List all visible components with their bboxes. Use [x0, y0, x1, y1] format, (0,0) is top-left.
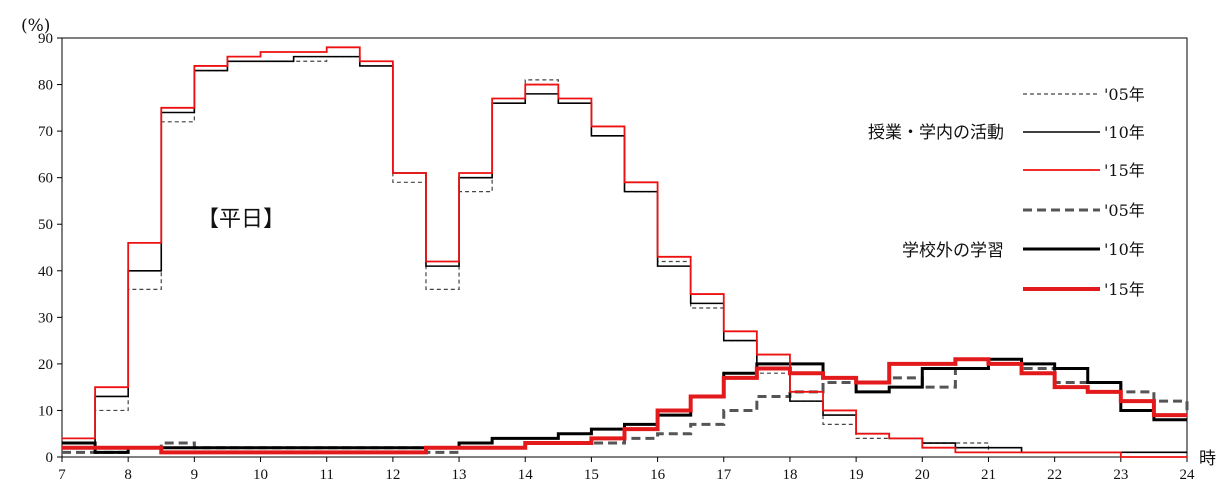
- y-unit-label: (%): [21, 16, 50, 36]
- x-tick-label: 21: [981, 467, 996, 483]
- legend-group-label-0: 授業・学内の活動: [868, 123, 1004, 143]
- x-tick-label: 15: [584, 467, 599, 483]
- annotation-label: 【平日】: [197, 207, 285, 232]
- y-axis-ticks: 0 10 20 30 40 50 60 70 80 90: [38, 31, 62, 466]
- x-axis-ticks: 7 8 9 10 11 12 13 14 15 16 17 18 19 20 21 22 23 24: [58, 457, 1195, 483]
- legend-label-4: '10年: [1104, 240, 1145, 259]
- x-tick-label: 17: [716, 467, 732, 483]
- legend-label-3: '05年: [1104, 201, 1145, 220]
- y-tick-label: 20: [38, 357, 53, 373]
- legend-group-label-1: 学校外の学習: [902, 241, 1004, 261]
- x-tick-label: 8: [124, 467, 132, 483]
- x-tick-label: 24: [1180, 467, 1196, 483]
- y-tick-label: 60: [38, 171, 53, 187]
- x-tick-label: 13: [452, 467, 467, 483]
- y-tick-label: 10: [38, 403, 53, 419]
- x-tick-label: 14: [518, 467, 534, 483]
- legend-label-5: '15年: [1104, 280, 1145, 299]
- y-tick-label: 40: [38, 264, 53, 280]
- series-layer: [62, 46, 1189, 458]
- x-tick-label: 18: [782, 467, 797, 483]
- plot-area-frame: [61, 37, 1188, 458]
- series-line-0: [62, 56, 1187, 453]
- x-tick-label: 22: [1047, 467, 1062, 483]
- x-tick-label: 23: [1113, 467, 1128, 483]
- y-tick-label: 30: [38, 310, 53, 326]
- x-tick-label: 12: [385, 467, 400, 483]
- y-tick-label: 90: [38, 31, 53, 47]
- y-tick-label: 0: [46, 450, 54, 466]
- x-tick-label: 9: [191, 467, 199, 483]
- series-line-2: [62, 46, 1187, 458]
- y-tick-label: 70: [38, 124, 53, 140]
- legend-label-1: '10年: [1104, 123, 1145, 142]
- legend-label-0: '05年: [1104, 85, 1145, 104]
- y-tick-label: 50: [38, 217, 53, 233]
- x-tick-label: 19: [849, 467, 864, 483]
- y-tick-label: 80: [38, 78, 53, 94]
- series-line-3: [62, 362, 1189, 454]
- x-unit-label: 時: [1199, 449, 1216, 469]
- series-line-1: [62, 55, 1187, 454]
- x-tick-label: 10: [253, 467, 268, 483]
- series-line-5: [62, 357, 1187, 455]
- x-tick-label: 11: [319, 467, 333, 483]
- legend-label-2: '15年: [1104, 161, 1145, 180]
- x-tick-label: 7: [58, 467, 66, 483]
- x-tick-label: 16: [650, 467, 666, 483]
- x-tick-label: 20: [915, 467, 930, 483]
